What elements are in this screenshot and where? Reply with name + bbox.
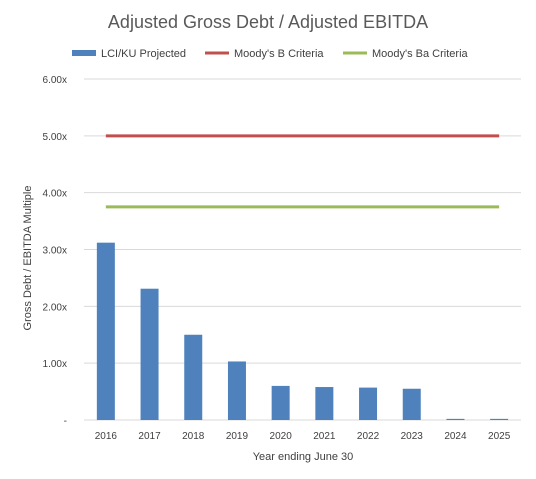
bar xyxy=(271,385,290,420)
legend-label: Moody's Ba Criteria xyxy=(372,48,469,60)
legend-label: Moody's B Criteria xyxy=(234,48,324,60)
bar xyxy=(446,418,465,420)
y-tick-label: 5.00x xyxy=(43,132,67,143)
bar xyxy=(96,242,115,420)
y-tick-label: 3.00x xyxy=(43,246,67,257)
line-series xyxy=(105,134,500,209)
y-tick-label: 4.00x xyxy=(43,189,67,200)
y-axis-ticks: - 1.00x 2.00x 3.00x 4.00x 5.00x 6.00x xyxy=(43,75,67,427)
y-tick-label: - xyxy=(64,416,67,427)
x-tick-label: 2019 xyxy=(226,431,249,442)
bar xyxy=(490,418,509,420)
x-tick-label: 2022 xyxy=(357,431,380,442)
x-tick-label: 2025 xyxy=(488,431,511,442)
bar xyxy=(140,288,159,420)
bar xyxy=(402,388,421,420)
x-axis-ticks: 2016 2017 2018 2019 2020 2021 2022 2023 2024 2025 xyxy=(95,431,511,442)
bar xyxy=(315,387,334,420)
x-tick-label: 2021 xyxy=(313,431,336,442)
bar xyxy=(227,361,246,420)
x-tick-label: 2024 xyxy=(444,431,467,442)
y-axis-title: Gross Debt / EBITDA Multiple xyxy=(22,186,34,331)
legend-label: LCI/KU Projected xyxy=(101,48,186,60)
y-tick-label: 2.00x xyxy=(43,302,67,313)
x-tick-label: 2020 xyxy=(270,431,293,442)
x-axis-title: Year ending June 30 xyxy=(253,451,354,463)
bar-series xyxy=(96,242,509,420)
legend: LCI/KU Projected Moody's B Criteria Moody'… xyxy=(72,48,469,60)
x-tick-label: 2023 xyxy=(401,431,424,442)
y-tick-label: 6.00x xyxy=(43,75,67,86)
x-tick-label: 2017 xyxy=(138,431,161,442)
chart-title: Adjusted Gross Debt / Adjusted EBITDA xyxy=(108,12,428,32)
bar xyxy=(359,387,378,420)
x-tick-label: 2016 xyxy=(95,431,118,442)
x-tick-label: 2018 xyxy=(182,431,205,442)
y-tick-label: 1.00x xyxy=(43,359,67,370)
bar xyxy=(184,334,203,420)
legend-swatch xyxy=(72,50,96,56)
